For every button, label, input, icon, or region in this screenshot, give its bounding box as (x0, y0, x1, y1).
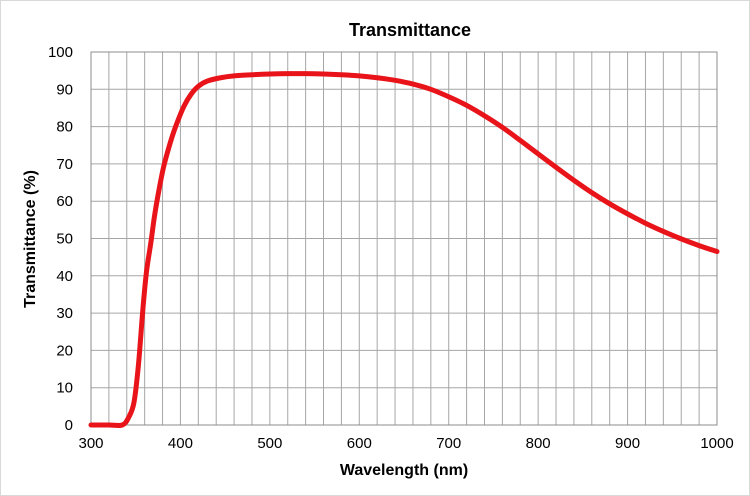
y-tick-label: 0 (65, 417, 73, 434)
x-tick-label: 300 (78, 435, 103, 452)
y-tick-label: 70 (56, 156, 73, 173)
x-tick-label: 500 (257, 435, 282, 452)
y-tick-label: 20 (56, 342, 73, 359)
y-tick-label: 30 (56, 305, 73, 322)
x-axis-label: Wavelength (nm) (340, 462, 468, 479)
x-tick-label: 400 (168, 435, 193, 452)
y-tick-label: 40 (56, 268, 73, 285)
x-tick-label: 700 (436, 435, 461, 452)
series-layer (88, 71, 720, 429)
x-tick-label: 900 (615, 435, 640, 452)
chart-title: Transmittance (349, 20, 471, 40)
y-axis-label: Transmittance (%) (22, 170, 39, 308)
y-tick-label: 10 (56, 380, 73, 397)
y-tick-label: 100 (48, 44, 73, 61)
plot-border (90, 51, 718, 426)
x-tick-labels: 300 400 500 600 700 800 900 1000 (78, 435, 733, 452)
y-tick-label: 50 (56, 231, 73, 248)
series-line-transmittance (88, 71, 720, 429)
x-tick-label: 800 (526, 435, 551, 452)
y-tick-label: 90 (56, 81, 73, 98)
y-tick-labels: 0 10 20 30 40 50 60 70 80 90 100 (48, 44, 73, 434)
y-tick-label: 60 (56, 193, 73, 210)
x-tick-label: 600 (347, 435, 372, 452)
x-tick-label: 1000 (700, 435, 733, 452)
y-tick-label: 80 (56, 119, 73, 136)
